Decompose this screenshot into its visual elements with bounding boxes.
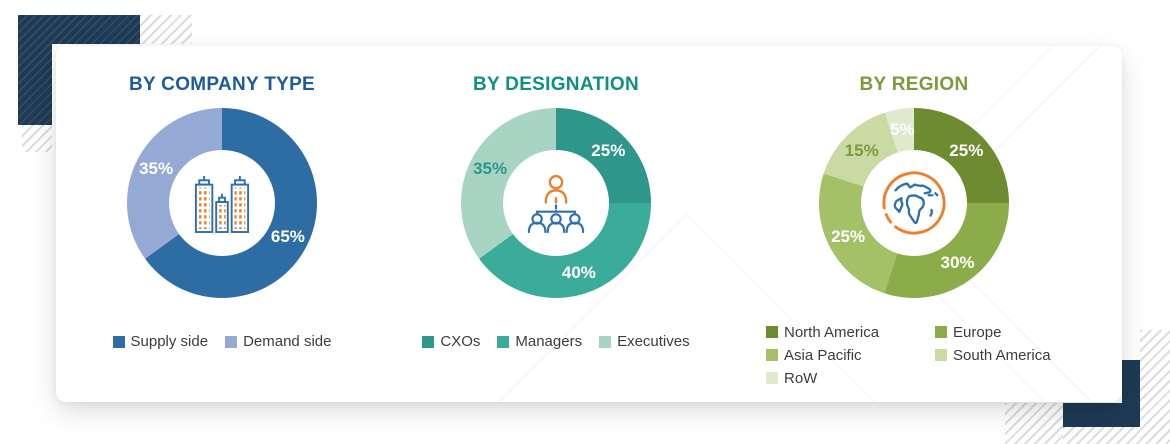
segment-value-label: 5% [890,119,915,139]
legend: Supply side Demand side [112,333,331,350]
legend: CXOs Managers Executives [422,333,690,350]
legend-label: Supply side [130,333,209,350]
segment-value-label: 65% [270,226,305,246]
region-donut-chart: 25% 30% 25% 15% 5% [819,108,1009,298]
designation-donut-chart: 25% 40% 35% [461,108,651,298]
chart-title: BY DESIGNATION [472,74,640,95]
legend-label: CXOs [440,333,481,350]
segment-value-label: 40% [561,263,596,283]
legend-item: Europe [935,321,1051,343]
buildings-icon [194,175,250,233]
org-chart-icon [527,174,585,233]
region-chart-section: BY REGION 25% 30% 25% 15% 5% No [754,46,1074,389]
legend-swatch [766,372,778,384]
company-type-donut-chart: 65% 35% [127,108,317,298]
bottom-right-stripe-decoration [1063,427,1140,444]
segment-value-label: 30% [940,252,975,272]
legend-item: Demand side [225,333,331,350]
legend-item: CXOs [422,333,480,350]
segment-value-label: 35% [473,159,508,179]
bottom-right-stripe-decoration [1005,403,1063,444]
legend-swatch [422,335,435,348]
donut-hole [503,150,609,256]
donut-hole [169,150,275,256]
legend-swatch [112,335,125,348]
donut-hole [861,150,967,256]
legend-swatch [497,335,510,348]
legend-label: Asia Pacific [784,346,862,364]
legend-label: South America [953,346,1051,364]
legend-label: RoW [784,369,818,387]
bottom-right-stripe-decoration [1140,330,1170,444]
legend-label: Europe [953,323,1002,341]
legend-swatch [935,349,948,361]
segment-value-label: 15% [844,140,879,160]
chart-title: BY COMPANY TYPE [128,74,316,95]
legend-item: Managers [497,333,582,350]
globe-icon [882,171,946,235]
legend-label: Executives [617,333,690,350]
designation-chart-section: BY DESIGNATION [396,46,716,350]
legend-swatch [599,335,612,348]
legend: North America Asia Pacific RoW Europe South … [754,321,1051,389]
legend-label: North America [784,323,880,341]
legend-item: RoW [766,367,879,389]
bottom-right-navy-bar [1063,403,1140,427]
segment-value-label: 25% [949,140,984,160]
charts-card: BY COMPANY TYPE [56,46,1122,402]
legend-swatch [225,335,238,348]
top-left-stripe-decoration [22,125,52,152]
legend-label: Demand side [243,333,332,350]
legend-item: Asia Pacific [766,344,879,366]
legend-swatch [766,349,778,361]
chart-title: BY REGION [859,74,969,95]
segment-value-label: 25% [591,140,626,160]
top-left-stripe-decoration [140,15,192,44]
top-left-navy-bar [18,15,52,125]
segment-value-label: 35% [139,159,174,179]
legend-swatch [766,326,778,338]
legend-item: South America [935,344,1051,366]
legend-item: Executives [599,333,690,350]
legend-item: Supply side [112,333,209,350]
legend-label: Managers [515,333,583,350]
legend-swatch [935,326,948,338]
segment-value-label: 25% [831,226,866,246]
legend-item: North America [766,321,879,343]
company-type-chart-section: BY COMPANY TYPE [62,46,382,350]
